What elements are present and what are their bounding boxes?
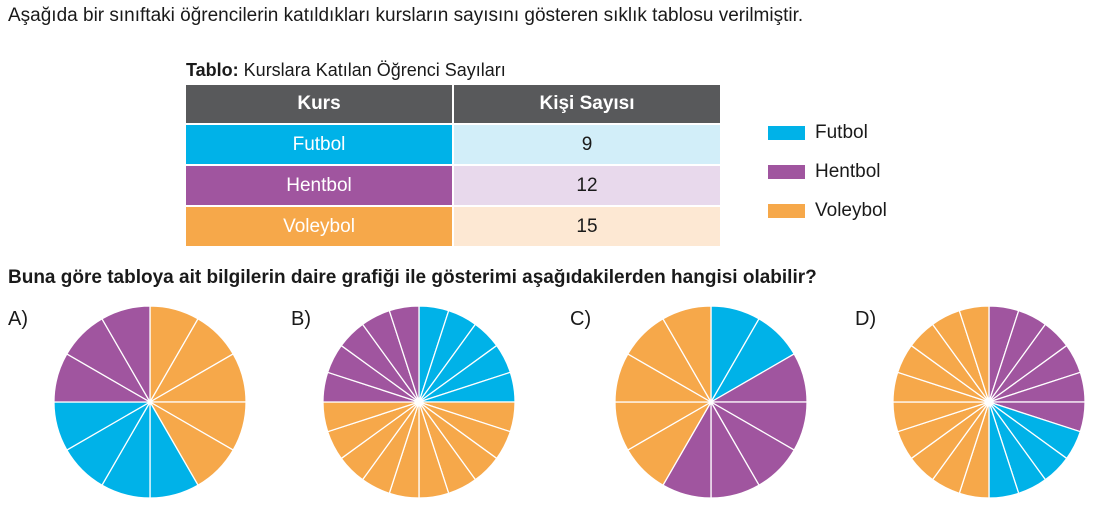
cell-count: 12: [452, 164, 720, 206]
option-d-pie-chart[interactable]: [891, 304, 1087, 500]
option-a-label[interactable]: A): [8, 308, 28, 330]
option-b-label[interactable]: B): [291, 308, 311, 330]
table-caption: Tablo: Kurslara Katılan Öğrenci Sayıları: [186, 60, 506, 81]
frequency-table: Kurs Kişi Sayısı Futbol 9 Hentbol 12 Vol…: [186, 85, 720, 246]
legend-item: Voleybol: [768, 191, 887, 230]
cell-course: Hentbol: [186, 164, 453, 206]
legend-item: Hentbol: [768, 152, 887, 191]
cell-course: Voleybol: [186, 205, 453, 246]
legend-swatch: [768, 125, 805, 140]
pie-slice-hentbol: [101, 305, 151, 403]
intro-text: Aşağıda bir sınıftaki öğrencilerin katıl…: [8, 5, 804, 26]
table-row: Hentbol 12: [186, 164, 720, 206]
legend-label: Futbol: [815, 121, 868, 143]
legend-swatch: [768, 203, 805, 218]
legend-label: Hentbol: [815, 160, 881, 182]
cell-course: Futbol: [186, 123, 453, 165]
table-row: Voleybol 15: [186, 205, 720, 246]
legend-swatch: [768, 164, 805, 179]
option-c-label[interactable]: C): [570, 308, 592, 330]
header-count: Kişi Sayısı: [452, 85, 720, 124]
table-header-row: Kurs Kişi Sayısı: [186, 85, 720, 124]
pie-slice-hentbol: [388, 305, 420, 403]
caption-prefix: Tablo:: [186, 60, 239, 80]
question-text: Buna göre tabloya ait bilgilerin daire g…: [8, 267, 817, 288]
option-c-pie-chart[interactable]: [613, 304, 809, 500]
option-d-label[interactable]: D): [855, 308, 877, 330]
header-course: Kurs: [186, 85, 453, 124]
option-b-pie-chart[interactable]: [321, 304, 517, 500]
pie-slice-voleybol: [958, 305, 990, 403]
legend: Futbol Hentbol Voleybol: [768, 113, 887, 230]
option-a-pie-chart[interactable]: [52, 304, 248, 500]
legend-label: Voleybol: [815, 199, 887, 221]
caption-text: Kurslara Katılan Öğrenci Sayıları: [243, 60, 506, 80]
cell-count: 15: [452, 205, 720, 246]
cell-count: 9: [452, 123, 720, 165]
legend-item: Futbol: [768, 113, 887, 152]
pie-slice-voleybol: [662, 305, 712, 403]
table-row: Futbol 9: [186, 123, 720, 165]
